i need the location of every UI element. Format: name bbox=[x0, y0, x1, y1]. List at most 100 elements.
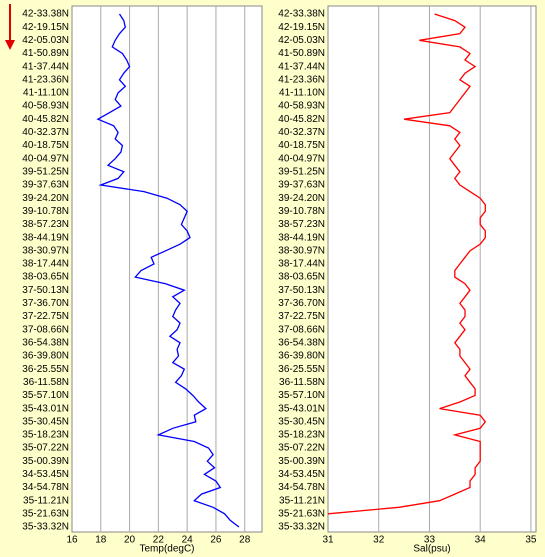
y-tick-label: 36-11.58N bbox=[279, 377, 325, 388]
x-tick-label: 28 bbox=[239, 535, 251, 546]
plot-area bbox=[71, 5, 263, 533]
y-tick-label: 35-11.21N bbox=[23, 495, 69, 506]
direction-arrow-head bbox=[5, 40, 15, 50]
x-tick-label: 24 bbox=[182, 535, 194, 546]
y-tick-label: 41-23.36N bbox=[22, 74, 69, 85]
y-tick-label: 37-22.75N bbox=[22, 311, 69, 322]
y-tick-label: 40-04.97N bbox=[22, 153, 69, 164]
y-tick-label: 39-24.20N bbox=[278, 193, 325, 204]
y-tick-label: 39-51.25N bbox=[278, 166, 325, 177]
y-tick-label: 36-25.55N bbox=[22, 364, 69, 375]
y-tick-label: 39-37.63N bbox=[278, 180, 325, 191]
y-tick-label: 39-10.78N bbox=[22, 206, 69, 217]
y-tick-label: 38-44.19N bbox=[22, 232, 69, 243]
y-tick-label: 35-00.39N bbox=[22, 456, 69, 467]
y-tick-label: 41-37.44N bbox=[22, 61, 69, 72]
y-tick-label: 37-22.75N bbox=[278, 311, 325, 322]
y-tick-label: 39-24.20N bbox=[22, 193, 69, 204]
y-tick-label: 35-33.32N bbox=[278, 522, 325, 533]
y-tick-label: 35-18.23N bbox=[278, 430, 325, 441]
y-tick-label: 41-50.89N bbox=[278, 48, 325, 59]
y-tick-label: 35-30.45N bbox=[22, 416, 69, 427]
y-tick-label: 40-58.93N bbox=[278, 101, 325, 112]
y-tick-label: 38-17.44N bbox=[22, 259, 69, 270]
x-tick-label: 20 bbox=[124, 535, 136, 546]
x-tick-label: 34 bbox=[475, 535, 487, 546]
y-tick-label: 39-10.78N bbox=[278, 206, 325, 217]
y-tick-label: 39-37.63N bbox=[22, 180, 69, 191]
y-tick-label: 39-51.25N bbox=[22, 166, 69, 177]
y-tick-label: 35-33.32N bbox=[22, 522, 69, 533]
x-tick-label: 31 bbox=[322, 535, 334, 546]
y-tick-label: 42-33.38N bbox=[22, 9, 69, 20]
y-tick-label: 36-54.38N bbox=[278, 337, 325, 348]
y-tick-label: 41-11.10N bbox=[23, 88, 69, 99]
y-tick-label: 36-25.55N bbox=[278, 364, 325, 375]
y-tick-label: 35-21.63N bbox=[22, 508, 69, 519]
y-tick-label: 36-54.38N bbox=[22, 337, 69, 348]
data-line bbox=[327, 13, 487, 515]
y-tick-label: 42-33.38N bbox=[278, 9, 325, 20]
x-axis-label: Sal(psu) bbox=[413, 544, 450, 555]
x-tick-label: 33 bbox=[424, 535, 436, 546]
y-tick-label: 41-37.44N bbox=[278, 61, 325, 72]
y-tick-label: 38-57.23N bbox=[278, 219, 325, 230]
y-tick-label: 41-50.89N bbox=[22, 48, 69, 59]
y-tick-label: 42-05.03N bbox=[22, 35, 69, 46]
y-tick-label: 37-36.70N bbox=[22, 298, 69, 309]
y-tick-label: 35-57.10N bbox=[22, 390, 69, 401]
y-tick-label: 40-18.75N bbox=[22, 140, 69, 151]
y-tick-label: 41-23.36N bbox=[278, 74, 325, 85]
y-tick-label: 35-11.21N bbox=[279, 495, 325, 506]
y-tick-label: 35-43.01N bbox=[278, 403, 325, 414]
x-tick-label: 18 bbox=[95, 535, 107, 546]
x-tick-label: 26 bbox=[210, 535, 222, 546]
x-tick-label: 32 bbox=[373, 535, 385, 546]
y-tick-label: 38-03.65N bbox=[22, 272, 69, 283]
y-tick-label: 40-45.82N bbox=[278, 114, 325, 125]
y-tick-label: 38-30.97N bbox=[22, 245, 69, 256]
y-tick-label: 38-17.44N bbox=[278, 259, 325, 270]
y-tick-label: 34-53.45N bbox=[278, 469, 325, 480]
y-tick-label: 38-03.65N bbox=[278, 272, 325, 283]
y-tick-label: 37-36.70N bbox=[278, 298, 325, 309]
y-tick-label: 40-18.75N bbox=[278, 140, 325, 151]
x-tick-label: 35 bbox=[525, 535, 537, 546]
y-tick-label: 36-39.80N bbox=[278, 351, 325, 362]
y-tick-label: 40-45.82N bbox=[22, 114, 69, 125]
y-tick-label: 37-50.13N bbox=[278, 285, 325, 296]
y-tick-label: 35-43.01N bbox=[22, 403, 69, 414]
y-tick-label: 40-04.97N bbox=[278, 153, 325, 164]
y-tick-label: 35-07.22N bbox=[278, 443, 325, 454]
y-tick-label: 35-57.10N bbox=[278, 390, 325, 401]
data-line bbox=[96, 13, 240, 528]
y-tick-label: 40-32.37N bbox=[22, 127, 69, 138]
y-tick-label: 35-21.63N bbox=[278, 508, 325, 519]
y-tick-label: 36-39.80N bbox=[22, 351, 69, 362]
y-tick-label: 35-18.23N bbox=[22, 430, 69, 441]
plot-area bbox=[327, 5, 537, 533]
y-tick-label: 42-19.15N bbox=[278, 22, 325, 33]
x-tick-label: 22 bbox=[153, 535, 165, 546]
y-tick-label: 35-30.45N bbox=[278, 416, 325, 427]
y-tick-label: 35-07.22N bbox=[22, 443, 69, 454]
y-tick-label: 40-32.37N bbox=[278, 127, 325, 138]
y-tick-label: 34-54.78N bbox=[22, 482, 69, 493]
y-tick-label: 42-05.03N bbox=[278, 35, 325, 46]
y-tick-label: 38-44.19N bbox=[278, 232, 325, 243]
y-tick-label: 37-50.13N bbox=[22, 285, 69, 296]
y-tick-label: 35-00.39N bbox=[278, 456, 325, 467]
x-axis-label: Temp(degC) bbox=[139, 544, 194, 555]
y-tick-label: 36-11.58N bbox=[23, 377, 69, 388]
y-tick-label: 37-08.66N bbox=[278, 324, 325, 335]
y-tick-label: 34-53.45N bbox=[22, 469, 69, 480]
y-tick-label: 38-30.97N bbox=[278, 245, 325, 256]
y-tick-label: 34-54.78N bbox=[278, 482, 325, 493]
x-tick-label: 16 bbox=[66, 535, 78, 546]
y-tick-label: 40-58.93N bbox=[22, 101, 69, 112]
y-tick-label: 42-19.15N bbox=[22, 22, 69, 33]
y-tick-label: 37-08.66N bbox=[22, 324, 69, 335]
y-tick-label: 41-11.10N bbox=[279, 88, 325, 99]
y-tick-label: 38-57.23N bbox=[22, 219, 69, 230]
